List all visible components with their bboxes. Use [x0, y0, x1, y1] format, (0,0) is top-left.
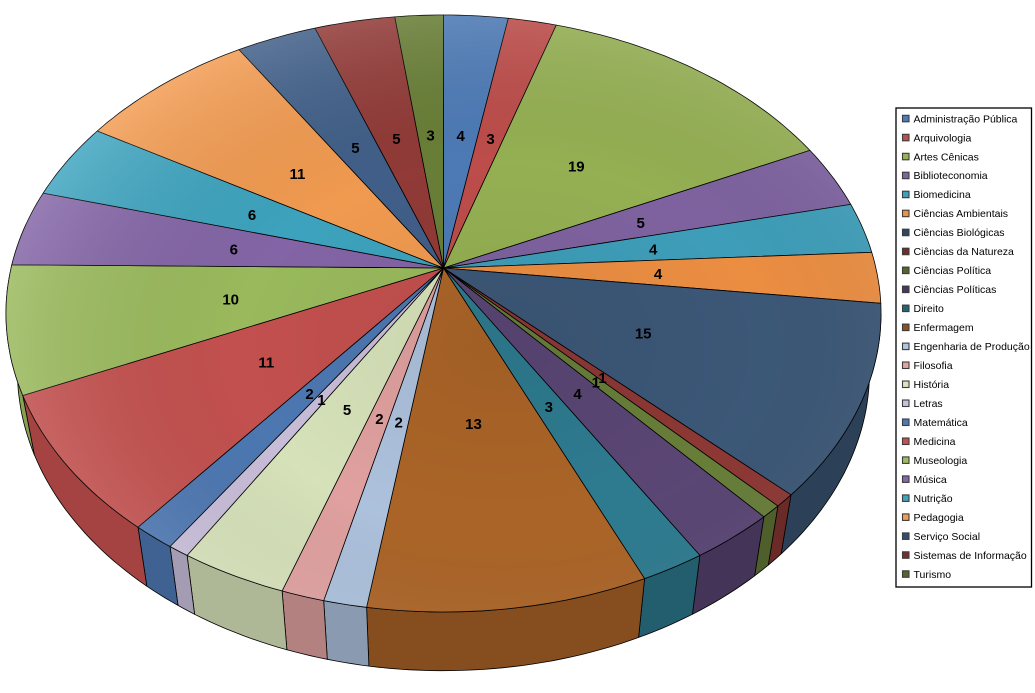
svg-text:4: 4 — [457, 128, 466, 145]
svg-text:5: 5 — [343, 402, 351, 419]
svg-text:Letras: Letras — [914, 398, 943, 410]
svg-text:Matemática: Matemática — [914, 417, 968, 429]
svg-text:1: 1 — [317, 392, 325, 409]
svg-text:1: 1 — [598, 370, 606, 387]
svg-text:Turismo: Turismo — [914, 569, 952, 581]
svg-text:Museologia: Museologia — [914, 455, 968, 467]
svg-text:Nutrição: Nutrição — [914, 493, 953, 505]
svg-text:11: 11 — [258, 354, 274, 371]
svg-text:Pedagogia: Pedagogia — [914, 512, 964, 524]
svg-text:Arquivologia: Arquivologia — [914, 132, 972, 144]
svg-text:Serviço Social: Serviço Social — [914, 531, 981, 543]
svg-text:2: 2 — [305, 386, 313, 403]
svg-text:6: 6 — [230, 242, 238, 259]
svg-text:Biblioteconomia: Biblioteconomia — [914, 170, 988, 182]
svg-text:15: 15 — [635, 326, 652, 343]
svg-text:Sistemas de Informação: Sistemas de Informação — [914, 550, 1027, 562]
svg-text:4: 4 — [573, 386, 582, 403]
svg-text:6: 6 — [248, 207, 256, 224]
svg-text:4: 4 — [649, 242, 658, 259]
svg-text:Medicina: Medicina — [914, 436, 956, 448]
svg-text:2: 2 — [395, 414, 403, 431]
svg-text:Ciências Política: Ciências Política — [914, 265, 992, 277]
svg-text:3: 3 — [426, 128, 434, 145]
svg-text:Música: Música — [914, 474, 947, 486]
svg-text:5: 5 — [351, 140, 359, 157]
svg-text:5: 5 — [637, 215, 645, 232]
svg-text:Engenharia de Produção: Engenharia de Produção — [914, 341, 1030, 353]
svg-text:11: 11 — [289, 166, 305, 183]
svg-text:Enfermagem: Enfermagem — [914, 322, 974, 334]
svg-text:1: 1 — [592, 375, 600, 392]
svg-text:5: 5 — [392, 131, 400, 148]
svg-text:Filosofia: Filosofia — [914, 360, 953, 372]
svg-text:4: 4 — [654, 266, 663, 283]
svg-text:Artes Cênicas: Artes Cênicas — [914, 151, 979, 163]
svg-text:Ciências Políticas: Ciências Políticas — [914, 284, 997, 296]
svg-text:Biomedicina: Biomedicina — [914, 189, 971, 201]
svg-text:3: 3 — [486, 131, 494, 148]
svg-text:10: 10 — [222, 292, 239, 309]
svg-text:Direito: Direito — [914, 303, 945, 315]
svg-text:Ciências Ambientais: Ciências Ambientais — [914, 208, 1009, 220]
svg-text:2: 2 — [375, 411, 383, 428]
svg-text:Ciências Biológicas: Ciências Biológicas — [914, 227, 1005, 239]
svg-text:13: 13 — [465, 416, 482, 433]
svg-text:3: 3 — [545, 399, 553, 416]
svg-text:Ciências da Natureza: Ciências da Natureza — [914, 246, 1015, 258]
svg-text:19: 19 — [568, 158, 585, 175]
svg-text:História: História — [914, 379, 950, 391]
svg-text:Administração Pública: Administração Pública — [914, 113, 1018, 125]
